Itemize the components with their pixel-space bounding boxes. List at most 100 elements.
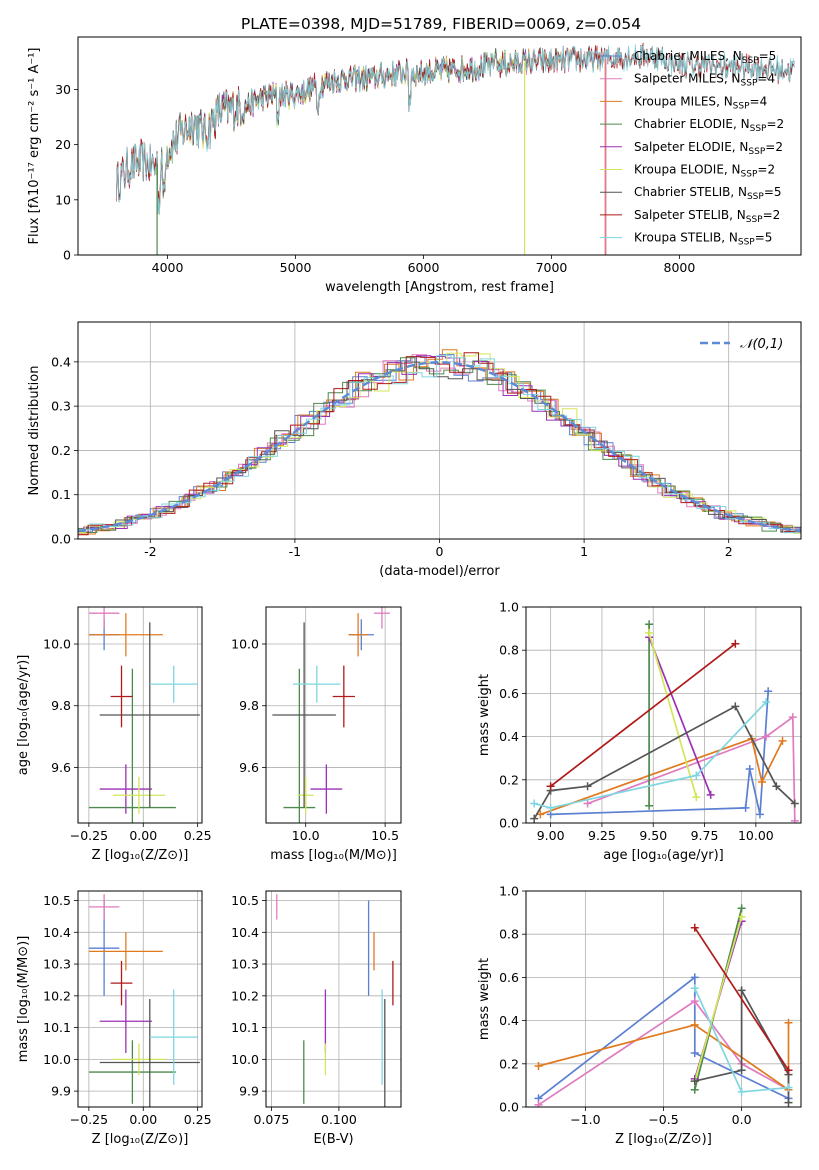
x-tick-label: 8000 [664,260,696,275]
weight-marker-chabrier-stelib [790,799,799,808]
y-tick-label: 10.3 [43,957,71,972]
weight-marker-chabrier-stelib [731,702,740,711]
weight-marker-chabrier-stelib [690,1077,699,1086]
x-tick-label: 1 [580,544,588,559]
y-tick-label: 9.8 [239,698,259,713]
weight-marker-chabrier-miles [745,765,754,773]
y-tick-label: 10.3 [231,957,259,972]
y-axis-label: Normed distribution [27,366,42,496]
y-tick-label: 0 [63,248,71,263]
y-tick-label: 0.0 [51,532,71,547]
axes-frame [77,606,203,824]
axes-frame [265,890,402,1108]
legend-label-kroupa-miles: Kroupa MILES, NSSP=4 [634,94,767,111]
y-tick-label: 10.5 [43,893,71,908]
legend-label-salpeter-miles: Salpeter MILES, NSSP=4 [634,72,775,89]
weight-marker-kroupa-miles [758,777,767,786]
x-tick-label: 5000 [280,260,312,275]
y-tick-label: 1.0 [499,600,519,615]
plot-area [78,349,801,536]
y-tick-label: 9.6 [51,760,71,775]
mass-vs-extinction-panel: 0.075 0.100 9.9 10.0 10.1 10.2 10.3 10.4 10.5 E(B… [231,890,402,1147]
x-tick-label: −0.25 [70,828,108,843]
y-tick-label: 10.4 [231,925,259,940]
histogram-salpeter-stelib [78,352,801,536]
legend-label-chabrier-stelib: Chabrier STELIB, NSSP=5 [634,185,782,202]
x-tick-label: 0.00 [129,1112,157,1127]
x-tick-label: 10.5 [371,828,399,843]
age-vs-metallicity-panel: −0.25 0.00 0.25 9.6 9.8 10.0 Z [log₁₀(Z/Z⊙)] ag… [16,606,212,863]
x-axis-label: Z [log₁₀(Z/Z⊙)] [92,848,189,863]
x-tick-label: -1 [289,544,301,559]
weight-marker-kroupa-miles [778,736,787,745]
legend: Chabrier MILES, NSSP=5 Salpeter MILES, NS… [600,49,784,248]
x-tick-label: 0.00 [129,828,157,843]
y-axis-label: Flux [fλ10⁻¹⁷ erg cm⁻² s⁻¹ A⁻¹] [27,48,42,245]
weight-marker-chabrier-stelib [737,1066,746,1075]
weight-marker-chabrier-stelib [737,986,746,995]
x-tick-label: 10.0 [292,828,320,843]
plot-area [88,607,200,823]
y-tick-label: 30 [55,82,71,97]
weight-marker-salpeter-miles [534,1100,543,1107]
weight-line-kroupa-elodie [648,632,698,798]
weight-marker-salpeter-elodie [706,790,715,799]
x-tick-label: 9.00 [537,828,565,843]
histogram-chabrier-stelib [78,361,801,533]
axes-frame [265,606,402,824]
weight-marker-kroupa-elodie [645,628,654,637]
weight-line-kroupa-miles [540,737,784,816]
weight-marker-chabrier-miles [764,687,773,696]
y-tick-label: 10.0 [43,637,71,652]
y-tick-label: 1.0 [499,884,519,899]
y-tick-label: 10.5 [231,893,259,908]
weight-marker-kroupa-elodie [737,912,746,921]
plot-area [534,904,793,1107]
weight-line-kroupa-elodie [693,916,743,1082]
plot-area [116,42,795,255]
weight-line-kroupa-stelib [533,701,767,809]
weight-line-salpeter-stelib [550,643,736,787]
y-tick-label: 0.0 [499,816,519,831]
x-tick-label: 9.25 [588,828,616,843]
x-axis-label: age [log₁₀(age/yr)] [603,848,724,863]
legend-label-kroupa-elodie: Kroupa ELODIE, NSSP=2 [634,163,775,180]
y-tick-label: 0.0 [499,1100,519,1115]
mass-vs-metallicity-panel: −0.25 0.00 0.25 9.9 10.0 10.1 10.2 10.3 10.4 10.5… [16,890,212,1147]
weight-marker-salpeter-miles [790,816,799,823]
legend-label-salpeter-stelib: Salpeter STELIB, NSSP=2 [634,208,780,225]
weight-marker-chabrier-elodie [690,1085,699,1094]
residual-histogram-panel: -2 -1 0 1 2 0.0 0.1 0.2 0.3 0.4 (data-model)/error… [27,321,802,579]
weight-line-salpeter-miles [538,1000,789,1106]
axes-frame [77,36,802,256]
weight-line-chabrier-miles [537,975,789,1100]
y-tick-label: 0.2 [499,1056,519,1071]
weight-marker-chabrier-miles [741,803,750,812]
weight-marker-kroupa-miles [690,1020,699,1029]
x-tick-label: 7000 [536,260,568,275]
weight-line-salpeter-miles [587,715,796,821]
y-tick-label: 0.2 [499,772,519,787]
y-tick-label: 20 [55,137,71,152]
weight-marker-chabrier-stelib [583,782,592,791]
weight-marker-kroupa-miles [784,1018,793,1027]
plot-area [272,607,390,823]
normal-reference-curve [78,361,801,533]
x-tick-label: 6000 [408,260,440,275]
spectrum-line-kroupa-stelib [116,44,795,215]
weight-marker-kroupa-stelib [784,1083,793,1092]
weight-marker-kroupa-stelib [530,799,539,808]
x-axis-label: Z [log₁₀(Z/Z⊙)] [92,1132,189,1147]
x-axis-label: wavelength [Angstrom, rest frame] [325,280,554,295]
weight-marker-chabrier-miles [690,1049,699,1057]
x-tick-label: 0 [436,544,444,559]
y-tick-label: 10.2 [43,988,71,1003]
y-tick-label: 10.4 [43,925,71,940]
weight-marker-salpeter-miles [788,713,797,722]
weight-marker-kroupa-miles [534,1061,543,1070]
weight-marker-salpeter-stelib [784,1066,793,1075]
y-axis-label: age [log₁₀(age/yr)] [16,655,31,776]
weight-line-chabrier-stelib [533,705,796,820]
weight-marker-salpeter-miles [583,799,592,808]
weight-marker-chabrier-miles [690,973,699,982]
